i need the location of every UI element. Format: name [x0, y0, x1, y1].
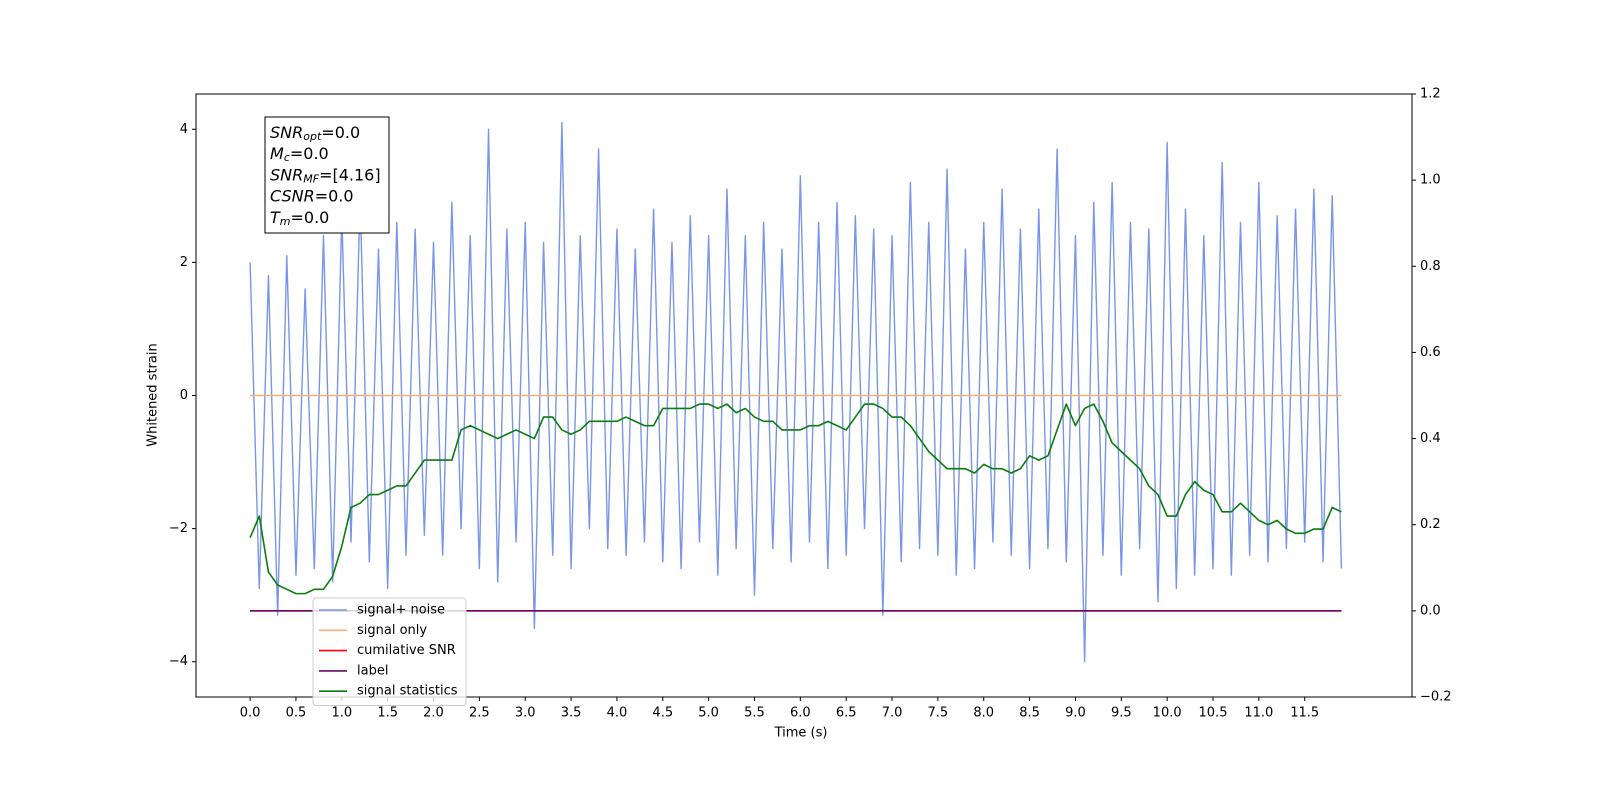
x-tick-label: 9.0	[1065, 706, 1086, 721]
x-tick-label: 0.0	[240, 706, 261, 721]
x-tick-label: 11.0	[1244, 706, 1273, 721]
annotation-symbol: CSNR	[270, 186, 315, 205]
annotation-symbol: T	[270, 207, 281, 226]
annotation: Mc=0.0	[270, 144, 329, 165]
annotation-text: =0.0	[315, 186, 354, 205]
x-tick-label: 1.0	[331, 706, 352, 721]
annotation-sub: opt	[303, 130, 322, 143]
y2-tick-label: −0.2	[1420, 690, 1452, 705]
x-axis-label: Time (s)	[774, 726, 828, 741]
annotation-symbol: SNR	[270, 165, 303, 184]
annotation-text: =[4.16]	[319, 165, 381, 184]
y-axis-label: Whitened strain	[146, 343, 161, 446]
plot-frame	[195, 93, 1413, 698]
y2-tick-label: 0.0	[1420, 603, 1441, 618]
y-tick-label: 2	[180, 255, 188, 270]
annotation-text: =0.0	[290, 144, 329, 163]
y2-tick-label: 0.6	[1420, 345, 1441, 360]
y-tick-label: 4	[180, 122, 188, 137]
legend-label: signal+ noise	[357, 603, 445, 618]
y-tick-label: −2	[169, 521, 188, 536]
legend-label: signal statistics	[357, 684, 458, 699]
x-tick-label: 2.0	[423, 706, 444, 721]
x-tick-label: 4.0	[607, 706, 628, 721]
x-tick-label: 7.0	[882, 706, 903, 721]
x-tick-label: 11.5	[1290, 706, 1319, 721]
x-tick-label: 10.5	[1199, 706, 1228, 721]
x-tick-label: 8.0	[973, 706, 994, 721]
y2-tick-label: 0.8	[1420, 259, 1441, 274]
annotation-symbol: M	[270, 144, 284, 163]
x-tick-label: 8.5	[1019, 706, 1040, 721]
y-tick-label: −4	[169, 654, 188, 669]
y2-tick-label: 0.2	[1420, 517, 1441, 532]
annotation-text: =0.0	[321, 123, 360, 142]
x-tick-label: 3.5	[561, 706, 582, 721]
x-tick-label: 6.5	[836, 706, 857, 721]
annotation-box	[264, 116, 390, 234]
annotation-sub: m	[280, 215, 291, 228]
x-tick-label: 3.0	[515, 706, 536, 721]
y-tick-label: 0	[180, 388, 188, 403]
annotation: SNRMF=[4.16]	[270, 165, 381, 186]
series-line	[249, 121, 1343, 663]
annotation: SNRopt=0.0	[270, 123, 360, 144]
x-tick-label: 5.0	[698, 706, 719, 721]
x-tick-label: 0.5	[286, 706, 307, 721]
annotation-sub: MF	[303, 172, 319, 185]
annotation-sub: c	[284, 151, 290, 164]
x-tick-label: 9.5	[1111, 706, 1132, 721]
annotation-text: =0.0	[291, 207, 330, 226]
legend-label: label	[357, 663, 388, 678]
annotation-symbol: SNR	[270, 123, 303, 142]
y2-tick-label: 0.4	[1420, 431, 1441, 446]
x-tick-label: 5.5	[744, 706, 765, 721]
x-tick-label: 10.0	[1153, 706, 1182, 721]
legend-label: cumilative SNR	[357, 643, 456, 658]
y2-tick-label: 1.2	[1420, 87, 1441, 102]
series-line	[249, 403, 1342, 595]
x-tick-label: 1.5	[377, 706, 398, 721]
legend-box	[312, 597, 467, 706]
legend-label: signal only	[357, 623, 427, 638]
x-tick-label: 6.0	[790, 706, 811, 721]
annotation: CSNR=0.0	[270, 186, 354, 205]
y2-tick-label: 1.0	[1420, 173, 1441, 188]
annotation: Tm=0.0	[270, 207, 329, 228]
x-tick-label: 4.5	[652, 706, 673, 721]
x-tick-label: 7.5	[928, 706, 949, 721]
x-tick-label: 2.5	[469, 706, 490, 721]
